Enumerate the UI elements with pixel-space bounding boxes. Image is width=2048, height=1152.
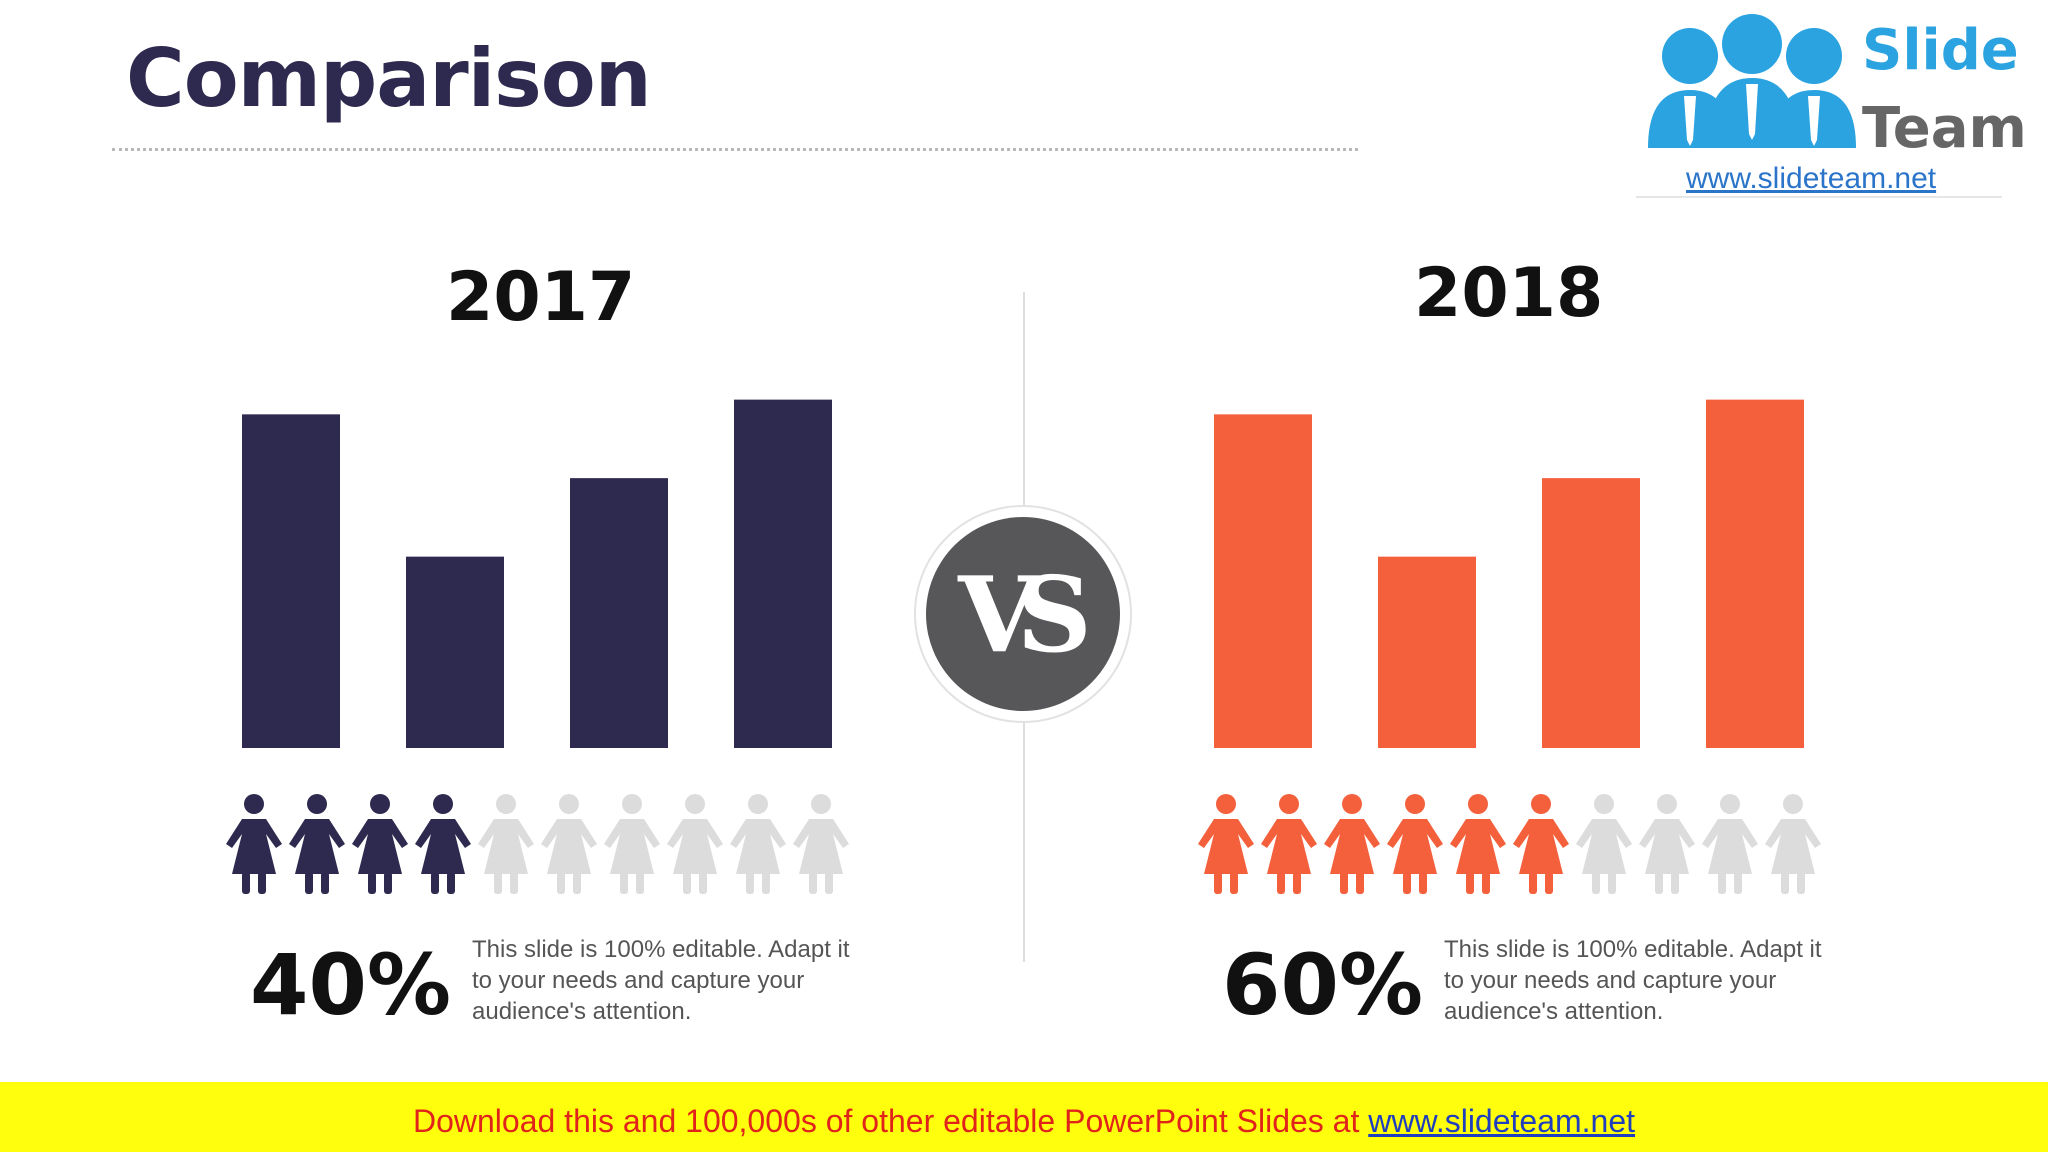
bar-2017-3 — [570, 478, 668, 748]
logo-word-slide: Slide — [1862, 18, 2019, 83]
person-icon — [352, 794, 408, 894]
slideteam-logo[interactable]: Slide Team www.slideteam.net — [1636, 0, 2027, 198]
person-icon — [415, 794, 471, 894]
banner-link[interactable]: www.slideteam.net — [1368, 1103, 1636, 1139]
person-icon — [541, 794, 597, 894]
logo-word-team: Team — [1862, 96, 2027, 161]
person-icon — [1765, 794, 1821, 894]
download-banner — [0, 1082, 2048, 1152]
person-icon — [1198, 794, 1254, 894]
banner-message: Download this and 100,000s of other edit… — [412, 1103, 1360, 1139]
person-icon — [793, 794, 849, 894]
people-row-2018 — [1198, 794, 1821, 894]
bar-chart-2017 — [242, 399, 832, 748]
slide-title: Comparison — [126, 32, 652, 125]
people-row-2017 — [226, 794, 849, 894]
description-2017: This slide is 100% editable. Adapt it to… — [472, 936, 850, 1025]
person-icon — [1639, 794, 1695, 894]
bar-2017-4 — [734, 399, 832, 748]
description-2018: This slide is 100% editable. Adapt it to… — [1444, 936, 1822, 1025]
bar-2018-1 — [1214, 414, 1312, 748]
vs-label: VS — [958, 552, 1092, 676]
title-divider — [112, 148, 1358, 151]
year-2017-title: 2017 — [446, 258, 636, 337]
person-icon — [289, 794, 345, 894]
bar-2017-2 — [406, 556, 504, 748]
person-icon — [1450, 794, 1506, 894]
person-icon — [478, 794, 534, 894]
person-icon — [604, 794, 660, 894]
person-icon — [1261, 794, 1317, 894]
person-icon — [1576, 794, 1632, 894]
people-logo-icon — [1648, 14, 1856, 148]
bar-2018-2 — [1378, 556, 1476, 748]
bar-2017-1 — [242, 414, 340, 748]
bar-2018-3 — [1542, 478, 1640, 748]
download-banner-text: Download this and 100,000s of other edit… — [0, 1103, 2048, 1140]
vs-badge — [926, 517, 1120, 711]
percent-2018: 60% — [1222, 936, 1424, 1034]
percent-2017: 40% — [250, 936, 452, 1034]
bar-2018-4 — [1706, 399, 1804, 748]
bar-chart-2018 — [1214, 399, 1804, 748]
person-icon — [667, 794, 723, 894]
person-icon — [226, 794, 282, 894]
logo-url-link[interactable]: www.slideteam.net — [1686, 162, 1937, 195]
person-icon — [1324, 794, 1380, 894]
person-icon — [730, 794, 786, 894]
person-icon — [1702, 794, 1758, 894]
year-2018-title: 2018 — [1414, 254, 1604, 333]
person-icon — [1513, 794, 1569, 894]
person-icon — [1387, 794, 1443, 894]
